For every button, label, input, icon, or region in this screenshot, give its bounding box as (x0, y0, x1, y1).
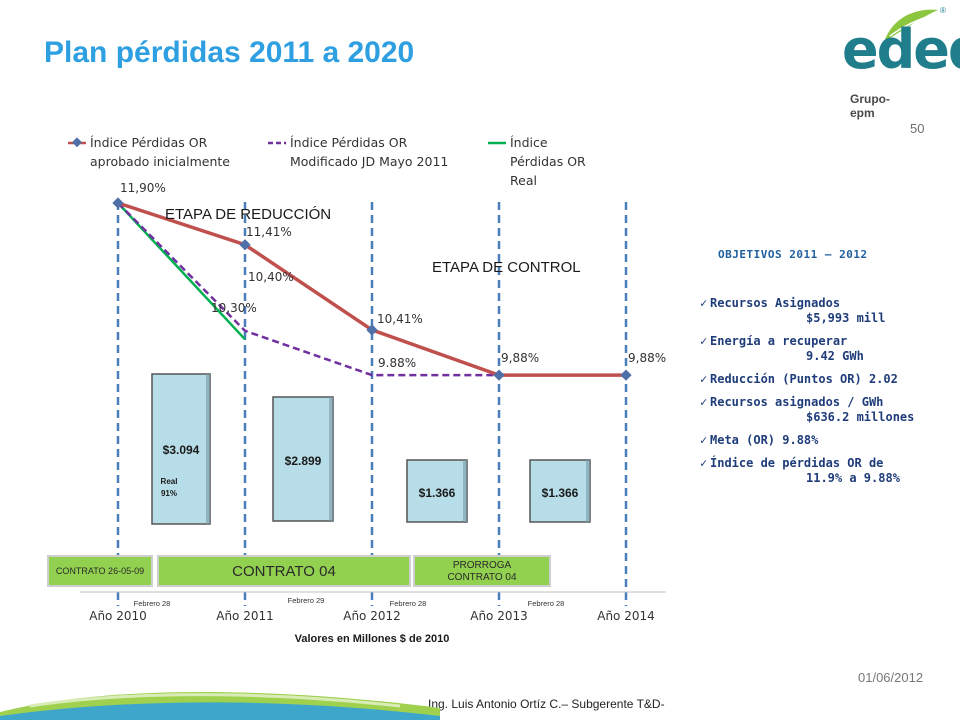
objective-label: Energía a recuperar (710, 334, 848, 348)
budget-bar (272, 396, 334, 522)
bar-value-label: $2.899 (285, 454, 322, 468)
legend-label: aprobado inicialmente (90, 154, 230, 169)
bar-note: 91% (161, 489, 177, 498)
period-marker: Febrero 28 (134, 599, 171, 608)
x-tick-label: Año 2012 (343, 609, 401, 623)
series-point (239, 239, 251, 251)
data-label: 10,30% (211, 301, 257, 315)
x-tick-label: Año 2013 (470, 609, 528, 623)
contract-box (413, 555, 551, 587)
x-axis-title: Valores en Millones $ de 2010 (295, 633, 450, 645)
bar-shadow (329, 397, 333, 521)
legend-label: Índice (510, 135, 548, 150)
bar-shadow (206, 374, 210, 524)
objective-value: 9.42 GWh (806, 349, 864, 363)
objective-label: Meta (OR) 9.88% (710, 433, 819, 447)
contract-label: CONTRATO 04 (447, 572, 517, 583)
data-label: 11,41% (246, 225, 292, 239)
contract-label: CONTRATO 26-05-09 (56, 566, 144, 576)
x-tick-label: Año 2011 (216, 609, 274, 623)
check-icon: ✓ (700, 456, 708, 470)
series-line-real (117, 202, 246, 341)
objective-item: ✓ Meta (OR) 9.88% (700, 433, 920, 448)
page-title: Plan pérdidas 2011 a 2020 (44, 36, 415, 69)
check-icon: ✓ (700, 334, 708, 348)
objective-label: Recursos Asignados (710, 296, 841, 310)
contract-box (47, 555, 153, 587)
data-label: 9,88% (501, 351, 539, 365)
page-number: 50 (910, 121, 925, 136)
objectives-title: OBJETIVOS 2011 – 2012 (718, 248, 868, 261)
slide-date: 01/06/2012 (858, 670, 924, 685)
objective-item: ✓ Índice de pérdidas OR de 11.9% a 9.88% (700, 456, 920, 486)
logo-group-text: Grupo-epm (850, 92, 890, 120)
check-icon: ✓ (700, 395, 708, 409)
footer-swoosh (0, 691, 440, 720)
objective-value: $636.2 millones (806, 410, 915, 424)
bar-shadow (463, 460, 467, 522)
contract-label: PRORROGA (453, 560, 512, 571)
budget-bar (151, 373, 211, 525)
data-label: 9.88% (378, 356, 416, 370)
legend-label: Modificado JD Mayo 2011 (290, 154, 448, 169)
footer-author: Ing. Luis Antonio Ortíz C.– Subgerente T… (428, 697, 665, 711)
contract-box (157, 555, 411, 587)
bar-shadow (586, 460, 590, 522)
legend-label: Índice Pérdidas OR (290, 135, 408, 150)
leaf-icon (884, 9, 938, 42)
budget-bar (529, 459, 591, 523)
data-label: 10,40% (248, 270, 294, 284)
legend-label: Pérdidas OR (510, 154, 586, 169)
bar-value-label: $3.094 (163, 443, 200, 457)
check-icon: ✓ (700, 372, 708, 386)
check-icon: ✓ (700, 296, 708, 310)
data-label: 10,41% (377, 312, 423, 326)
legend-marker (72, 137, 82, 148)
series-line-modified (117, 202, 499, 377)
period-marker: Febrero 28 (390, 599, 427, 608)
bar-value-label: $1.366 (542, 486, 579, 500)
objective-value: $5,993 mill (806, 311, 886, 325)
budget-bar (406, 459, 468, 523)
bar-note: Real (161, 477, 178, 486)
objective-item: ✓ Recursos asignados / GWh $636.2 millones (700, 395, 920, 425)
legend-label: Real (510, 173, 537, 188)
period-marker: Febrero 28 (528, 599, 565, 608)
x-tick-label: Año 2010 (89, 609, 147, 623)
series-point (620, 369, 632, 381)
objective-label: Índice de pérdidas OR de (710, 456, 884, 470)
contract-label: CONTRATO 04 (232, 563, 336, 580)
data-label: 9,88% (628, 351, 666, 365)
objectives-list: ✓ Recursos Asignados $5,993 mill ✓ Energía a… (700, 296, 920, 494)
stage-label: ETAPA DE CONTROL (432, 259, 581, 276)
objective-value: 11.9% a 9.88% (806, 471, 900, 485)
objective-label: Reducción (Puntos OR) 2.02 (710, 372, 898, 386)
logo-wordmark: edeq (842, 18, 960, 81)
bar-value-label: $1.366 (419, 486, 456, 500)
registered-mark: ® (940, 6, 946, 15)
losses-chart: $3.094 Real 91% $2.899 $1.366 $1.366 11,90% 11,… (47, 135, 666, 645)
legend-label: Índice Pérdidas OR (90, 135, 208, 150)
period-marker: Febrero 29 (288, 596, 325, 605)
x-tick-label: Año 2014 (597, 609, 655, 623)
check-icon: ✓ (700, 433, 708, 447)
objective-item: ✓ Reducción (Puntos OR) 2.02 (700, 372, 920, 387)
objective-label: Recursos asignados / GWh (710, 395, 884, 409)
series-point (366, 324, 378, 336)
stage-label: ETAPA DE REDUCCIÓN (165, 206, 331, 223)
series-point (493, 369, 505, 381)
objective-item: ✓ Recursos Asignados $5,993 mill (700, 296, 920, 326)
objective-item: ✓ Energía a recuperar 9.42 GWh (700, 334, 920, 364)
data-label: 11,90% (120, 181, 166, 195)
